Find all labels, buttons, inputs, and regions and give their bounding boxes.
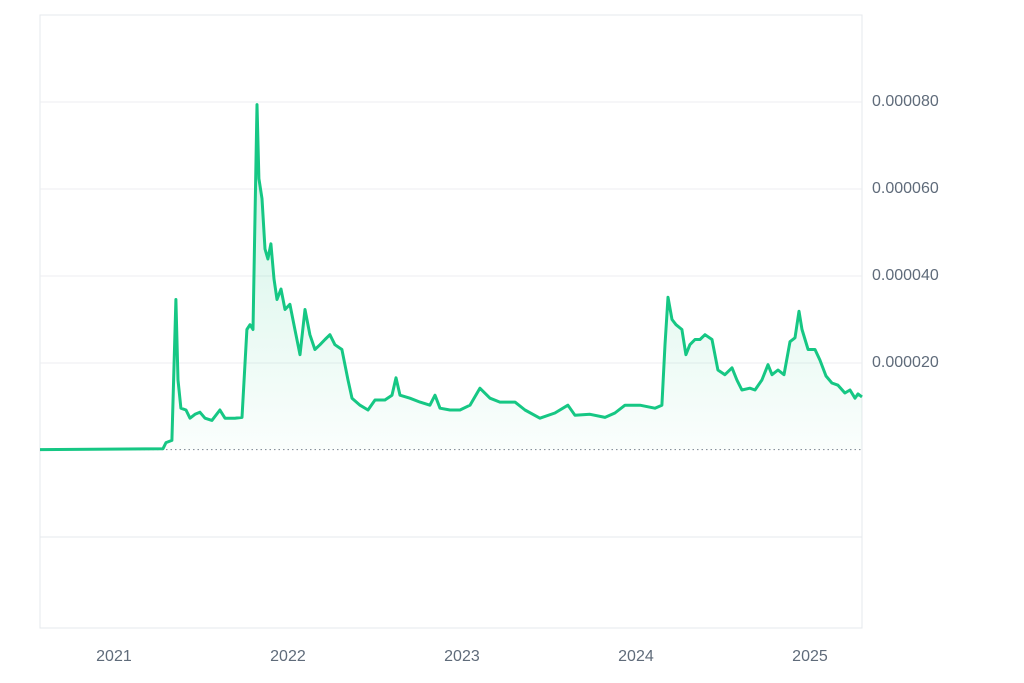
x-tick-label: 2025 — [792, 648, 828, 665]
y-tick-label: 0.000080 — [872, 93, 939, 110]
x-tick-label: 2023 — [444, 648, 480, 665]
price-area — [40, 104, 862, 450]
x-tick-label: 2022 — [270, 648, 306, 665]
y-tick-label: 0.000020 — [872, 354, 939, 371]
x-tick-label: 2024 — [618, 648, 654, 665]
y-tick-label: 0.000060 — [872, 180, 939, 197]
price-line — [39, 103, 863, 452]
plot-frame — [39, 14, 863, 629]
y-tick-label: 0.000040 — [872, 267, 939, 284]
x-tick-label: 2021 — [96, 648, 132, 665]
